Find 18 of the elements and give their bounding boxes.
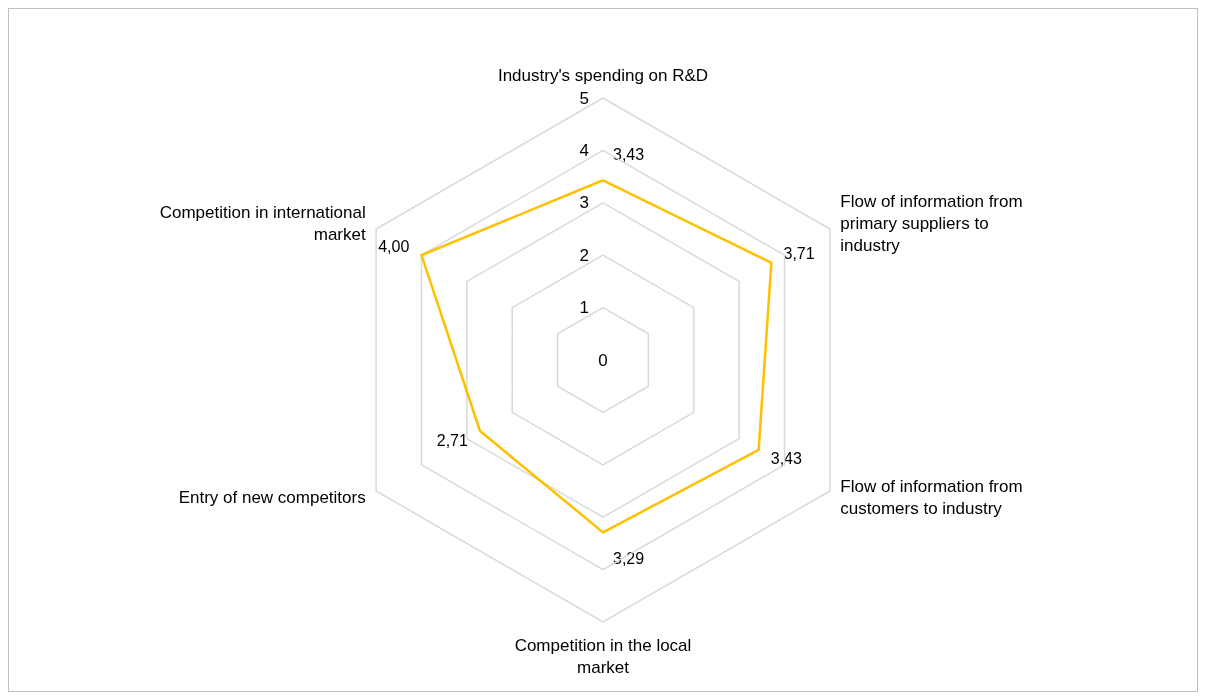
y-tick-label: 2: [579, 245, 589, 265]
data-label: 2,71: [436, 431, 468, 449]
y-tick-label: 0: [598, 350, 608, 370]
spoke-label: Entry of new competitors: [178, 487, 366, 507]
y-tick-label: 3: [579, 193, 589, 213]
y-tick-label: 5: [579, 88, 589, 108]
data-label: 3,29: [613, 549, 645, 567]
data-label: 3,43: [770, 450, 803, 468]
spoke-label: Competition in international market: [159, 202, 366, 244]
y-tick-label: 1: [579, 298, 589, 318]
data-label: 4,00: [378, 237, 410, 255]
data-label: 3,71: [783, 245, 815, 263]
y-tick-label: 4: [579, 140, 589, 160]
spoke-label: Industry's spending on R&D: [497, 65, 709, 85]
spoke-label: Flow of information from primary suppliers to industry: [840, 191, 1023, 255]
data-label: 3,43: [613, 145, 645, 163]
spoke-label: Flow of information from customers to industry: [840, 476, 1023, 518]
spoke-label: Competition in the local market: [514, 635, 692, 677]
